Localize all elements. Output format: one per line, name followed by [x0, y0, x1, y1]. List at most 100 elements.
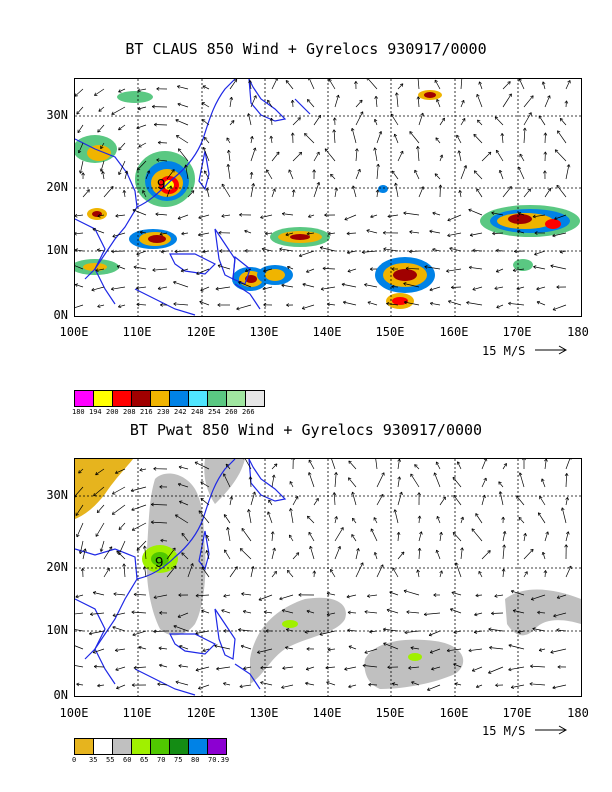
wind-arrow-head: [139, 230, 143, 235]
wind-arrow-head: [387, 214, 391, 219]
wind-arrow-head: [326, 681, 330, 685]
wind-arrow: [418, 515, 421, 524]
lon-label: 120E: [186, 325, 216, 339]
wind-arrow-head: [368, 682, 372, 687]
pwat-shading: [75, 459, 581, 689]
wind-arrow-head: [306, 609, 310, 614]
wind-arrow-head: [341, 282, 345, 287]
wind-arrow: [492, 232, 504, 234]
wind-arrow: [494, 116, 504, 126]
wind-arrow-head: [420, 112, 424, 117]
wind-arrow-head: [488, 670, 492, 674]
wind-arrow-head: [367, 594, 371, 598]
wind-arrow-head: [271, 474, 276, 478]
wind-arrow-head: [247, 113, 251, 117]
wind-scale-label: 15 M/S: [482, 724, 526, 738]
wind-arrow: [502, 531, 506, 542]
wind-arrow-head: [532, 214, 536, 219]
wind-arrow-head: [133, 665, 137, 670]
wind-arrow-head: [518, 516, 522, 521]
wind-arrow: [116, 550, 126, 560]
coastline: [75, 79, 311, 316]
wind-arrow-head: [202, 85, 206, 89]
wind-arrow: [434, 472, 441, 488]
wind-arrow-head: [428, 632, 433, 637]
wind-arrow-head: [319, 246, 324, 250]
wind-arrow: [178, 665, 189, 668]
wind-arrow: [424, 266, 441, 270]
wind-arrow-head: [517, 166, 522, 170]
lon-label: 130E: [249, 325, 279, 339]
wind-arrow: [174, 250, 189, 252]
wind-arrow: [530, 665, 546, 668]
wind-arrow-head: [153, 122, 157, 127]
wind-arrow: [458, 150, 462, 162]
wind-arrow: [383, 642, 399, 650]
wind-arrow-head: [113, 592, 117, 596]
wind-arrow: [307, 99, 315, 108]
wind-arrow: [344, 214, 357, 221]
wind-arrow: [418, 531, 422, 542]
wind-arrow: [198, 214, 210, 219]
wind-arrow: [472, 249, 483, 252]
wind-arrow: [351, 128, 357, 144]
wind-arrow: [102, 171, 105, 180]
wind-arrow: [355, 562, 364, 578]
wind-arrow: [424, 612, 441, 615]
wind-arrow-head: [112, 625, 116, 630]
wind-arrow-head: [229, 96, 234, 101]
wind-arrow-head: [514, 249, 518, 254]
wind-arrow: [544, 459, 547, 470]
wind-arrow: [100, 142, 105, 149]
wind-arrow: [92, 228, 105, 234]
wind-arrow: [241, 528, 252, 542]
wind-arrow: [260, 666, 273, 669]
wind-arrow-head: [274, 463, 278, 467]
wind-arrow: [177, 214, 189, 220]
lon-label: 110E: [122, 706, 152, 720]
wind-arrow-head: [533, 265, 537, 269]
wind-arrow-head: [359, 99, 363, 104]
wind-arrow: [118, 522, 126, 530]
wind-arrow: [249, 476, 252, 488]
wind-arrow: [200, 481, 210, 488]
wind-arrow-head: [346, 231, 350, 236]
wind-arrow-head: [417, 515, 422, 519]
colorbar-label: 80: [191, 756, 200, 764]
wind-arrow-head: [543, 570, 548, 574]
wind-arrow: [561, 507, 567, 524]
wind-arrow: [366, 229, 378, 234]
wind-arrow: [154, 124, 168, 126]
wind-arrow-head: [291, 189, 296, 193]
wind-arrow-head: [118, 89, 122, 93]
lon-label: 160E: [439, 325, 469, 339]
wind-arrow-head: [446, 269, 450, 273]
wind-arrow: [552, 232, 567, 237]
wind-arrow-head: [301, 306, 306, 310]
wind-arrow: [166, 169, 175, 180]
wind-arrow: [180, 268, 189, 272]
lon-label: 100E: [59, 325, 89, 339]
wind-arrow-head: [325, 665, 329, 670]
wind-arrow: [225, 463, 231, 470]
wind-arrow-head: [304, 630, 308, 634]
wind-arrow: [334, 516, 338, 524]
colorbar-label: 65: [140, 756, 149, 764]
wind-arrow-head: [291, 459, 296, 460]
wind-arrow-head: [272, 188, 276, 192]
wind-arrow: [334, 546, 341, 560]
wind-arrow: [166, 547, 176, 560]
wind-arrow: [195, 666, 210, 671]
lon-label: 140E: [312, 706, 342, 720]
wind-arrow-head: [403, 589, 407, 594]
wind-arrow: [375, 96, 378, 108]
wind-arrow: [417, 96, 420, 108]
wind-arrow: [157, 683, 168, 686]
wind-arrow: [481, 459, 487, 470]
wind-arrow-head: [106, 567, 110, 572]
wind-arrow-head: [263, 268, 267, 273]
wind-arrow: [75, 232, 84, 235]
wind-arrow: [397, 150, 404, 162]
wind-arrow-head: [198, 686, 202, 690]
wind-vectors: [75, 79, 571, 311]
